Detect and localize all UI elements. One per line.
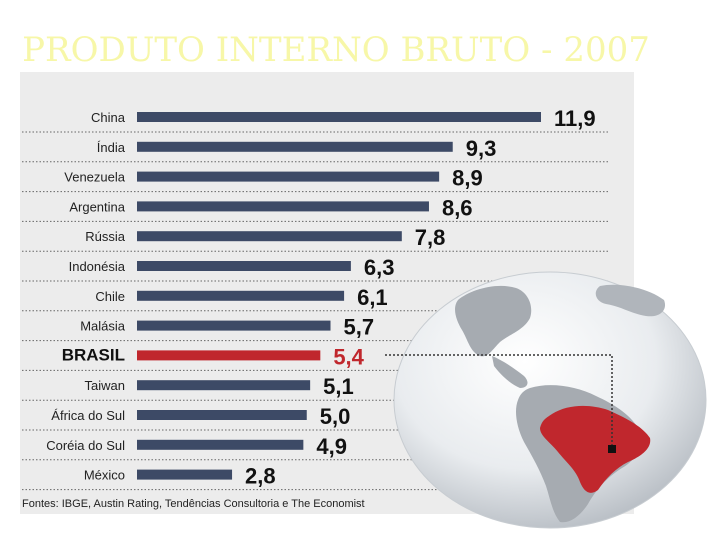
category-label-coreia-do-sul: Coréia do Sul bbox=[46, 438, 125, 453]
bar-china bbox=[137, 112, 541, 122]
value-label-taiwan: 5,1 bbox=[323, 374, 354, 399]
bar-argentina bbox=[137, 201, 429, 212]
value-label-argentina: 8,6 bbox=[442, 195, 473, 220]
value-label-indonesia: 6,3 bbox=[364, 255, 395, 280]
value-label-brasil: 5,4 bbox=[333, 344, 364, 369]
value-label-coreia-do-sul: 4,9 bbox=[316, 434, 347, 459]
value-label-china: 11,9 bbox=[554, 106, 596, 131]
bar-india bbox=[137, 141, 453, 152]
category-label-india: Índia bbox=[97, 140, 126, 155]
category-label-indonesia: Indonésia bbox=[69, 259, 126, 274]
bar-malasia bbox=[137, 320, 331, 331]
category-label-chile: Chile bbox=[95, 289, 125, 304]
page-title: PRODUTO INTERNO BRUTO - 2007 bbox=[22, 30, 650, 70]
category-label-malasia: Malásia bbox=[80, 319, 126, 334]
category-label-taiwan: Taiwan bbox=[85, 378, 125, 393]
bar-brasil bbox=[137, 350, 321, 361]
category-label-venezuela: Venezuela bbox=[64, 170, 125, 185]
category-label-africa-do-sul: África do Sul bbox=[51, 408, 125, 423]
value-label-mexico: 2,8 bbox=[245, 464, 276, 489]
bar-venezuela bbox=[137, 171, 440, 182]
value-label-venezuela: 8,9 bbox=[452, 166, 483, 191]
bar-coreia-do-sul bbox=[137, 439, 304, 450]
value-label-africa-do-sul: 5,0 bbox=[320, 404, 351, 429]
bar-indonesia bbox=[137, 261, 351, 271]
category-label-brasil: BRASIL bbox=[62, 345, 125, 364]
bar-taiwan bbox=[137, 380, 311, 391]
source-note: Fontes: IBGE, Austin Rating, Tendências … bbox=[22, 498, 365, 510]
value-label-chile: 6,1 bbox=[357, 285, 388, 310]
globe-illustration bbox=[385, 271, 707, 529]
bar-mexico bbox=[137, 469, 233, 480]
value-label-india: 9,3 bbox=[466, 136, 497, 161]
category-label-argentina: Argentina bbox=[69, 199, 125, 214]
bar-russia bbox=[137, 231, 402, 242]
bar-chile bbox=[137, 290, 345, 301]
value-label-malasia: 5,7 bbox=[344, 315, 375, 340]
bar-africa-do-sul bbox=[137, 410, 307, 420]
category-label-russia: Rússia bbox=[85, 229, 126, 244]
category-label-china: China bbox=[91, 110, 126, 125]
value-label-russia: 7,8 bbox=[415, 225, 446, 250]
category-label-mexico: México bbox=[84, 468, 125, 483]
